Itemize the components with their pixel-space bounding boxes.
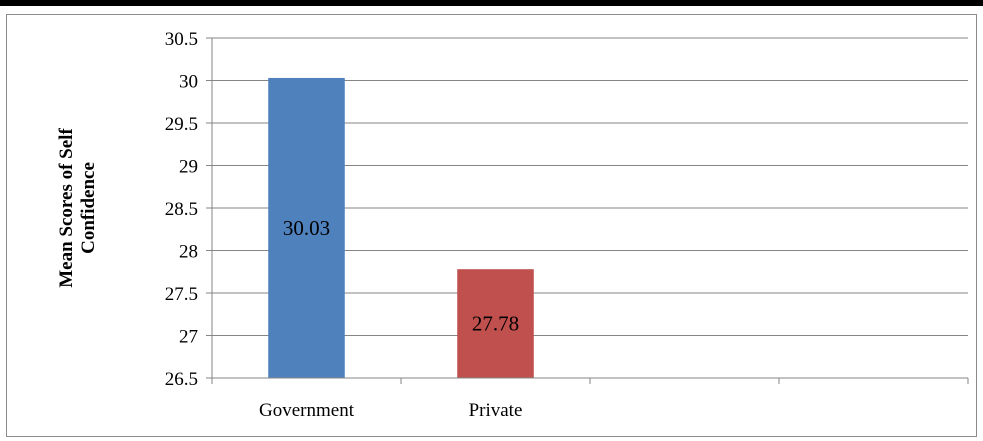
y-tick-label: 30 (179, 72, 198, 93)
top-border-rule (0, 0, 983, 6)
top-border-gap (0, 6, 983, 14)
data-label: 30.03 (283, 216, 330, 240)
bar (268, 77, 345, 378)
x-tick-label: Government (259, 400, 355, 421)
y-tick-label: 29 (179, 157, 198, 178)
axes (211, 38, 969, 384)
data-labels: 30.03 27.78 (283, 216, 519, 336)
x-tick-label: Private (469, 400, 523, 421)
y-axis-label-line: Confidence (78, 162, 99, 254)
y-tick-label: 29.5 (165, 114, 198, 135)
y-tick-labels: 26.5 27 27.5 28 28.5 29 29.5 30 30.5 (165, 29, 198, 390)
y-tick-label: 26.5 (165, 369, 198, 390)
data-label: 27.78 (472, 312, 519, 336)
x-tick-labels: Government Private (259, 400, 522, 421)
y-tick-label: 28 (179, 242, 198, 263)
y-axis-label-line: Mean Scores of Self (56, 128, 77, 288)
y-tick-label: 28.5 (165, 199, 198, 220)
bar (457, 269, 534, 378)
y-tick-label: 30.5 (165, 29, 198, 50)
y-tick-label: 27.5 (165, 284, 198, 305)
y-axis-label: Mean Scores of SelfConfidence (56, 128, 99, 288)
y-tick-label: 27 (179, 327, 198, 348)
bars (268, 77, 534, 378)
